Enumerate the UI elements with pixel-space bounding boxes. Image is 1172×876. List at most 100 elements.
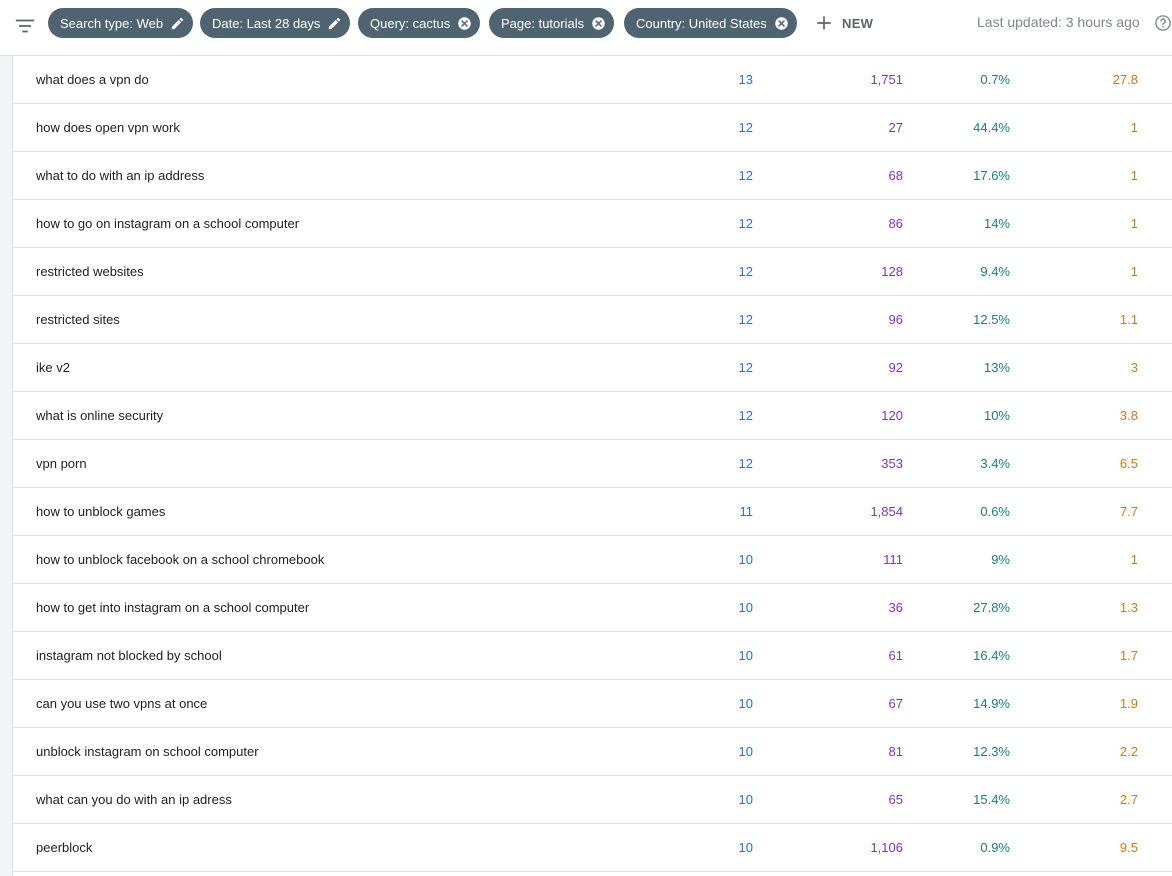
- clicks-cell: 12: [738, 264, 753, 279]
- ctr-cell: 27.8%: [973, 600, 1010, 615]
- position-cell: 1.3: [1119, 600, 1138, 615]
- impressions-cell: 128: [881, 264, 903, 279]
- ctr-cell: 16.4%: [973, 648, 1010, 663]
- filter-chip-label: Country: United States: [636, 15, 767, 31]
- query-cell: how does open vpn work: [36, 120, 180, 135]
- position-cell: 6.5: [1119, 456, 1138, 471]
- impressions-cell: 1,106: [870, 840, 903, 855]
- table-row[interactable]: can you use two vpns at once 10 67 14.9% 1.9: [13, 680, 1172, 728]
- table-row[interactable]: restricted websites 12 128 9.4% 1: [13, 248, 1172, 296]
- clicks-cell: 11: [739, 504, 754, 519]
- clicks-cell: 12: [738, 360, 753, 375]
- position-cell: 1: [1130, 216, 1138, 231]
- ctr-cell: 3.4%: [980, 456, 1010, 471]
- ctr-cell: 12.5%: [973, 312, 1010, 327]
- impressions-cell: 111: [883, 552, 903, 567]
- clicks-cell: 12: [738, 120, 753, 135]
- query-cell: restricted websites: [36, 264, 144, 279]
- impressions-cell: 1,751: [870, 72, 903, 87]
- position-cell: 1: [1130, 120, 1138, 135]
- table-row[interactable]: how to get into instagram on a school co…: [13, 584, 1172, 632]
- impressions-cell: 353: [881, 456, 903, 471]
- filter-chip-search-type[interactable]: Search type: Web: [48, 8, 194, 38]
- position-cell: 3.8: [1119, 408, 1138, 423]
- table-row[interactable]: unblock instagram on school computer 10 81…: [13, 728, 1172, 776]
- table-row[interactable]: ike v2 12 92 13% 3: [13, 344, 1172, 392]
- new-filter-button[interactable]: NEW: [814, 11, 873, 35]
- clicks-cell: 10: [738, 600, 753, 615]
- impressions-cell: 67: [888, 696, 903, 711]
- position-cell: 3: [1130, 360, 1138, 375]
- last-updated-text: Last updated: 3 hours ago: [977, 14, 1140, 30]
- filter-bar: Search type: Web Date: Last 28 days Quer…: [0, 0, 1172, 56]
- position-cell: 9.5: [1119, 840, 1138, 855]
- impressions-cell: 68: [888, 168, 903, 183]
- filter-icon[interactable]: [14, 15, 36, 37]
- clicks-cell: 10: [738, 840, 753, 855]
- query-cell: can you use two vpns at once: [36, 696, 208, 711]
- filter-chip-label: Date: Last 28 days: [212, 15, 321, 31]
- ctr-cell: 10%: [983, 408, 1010, 423]
- pencil-icon[interactable]: [170, 16, 185, 31]
- help-icon[interactable]: [1154, 14, 1172, 32]
- query-cell: peerblock: [36, 840, 93, 855]
- clicks-cell: 10: [738, 648, 753, 663]
- query-cell: what can you do with an ip adress: [36, 792, 232, 807]
- position-cell: 1: [1130, 552, 1138, 567]
- impressions-cell: 81: [888, 744, 903, 759]
- table-row[interactable]: how to unblock facebook on a school chro…: [13, 536, 1172, 584]
- table-row[interactable]: vpn porn 12 353 3.4% 6.5: [13, 440, 1172, 488]
- position-cell: 1.1: [1119, 312, 1138, 327]
- impressions-cell: 86: [888, 216, 903, 231]
- new-filter-label: NEW: [842, 15, 874, 31]
- close-circle-icon[interactable]: [774, 16, 789, 31]
- clicks-cell: 10: [738, 696, 753, 711]
- position-cell: 1: [1130, 264, 1138, 279]
- query-cell: restricted sites: [36, 312, 120, 327]
- clicks-cell: 10: [738, 792, 753, 807]
- table-row[interactable]: peerblock 10 1,106 0.9% 9.5: [13, 824, 1172, 872]
- ctr-cell: 0.7%: [980, 72, 1010, 87]
- impressions-cell: 36: [888, 600, 903, 615]
- clicks-cell: 12: [738, 456, 753, 471]
- ctr-cell: 13%: [983, 360, 1010, 375]
- filter-chip-date[interactable]: Date: Last 28 days: [200, 8, 351, 38]
- table-row[interactable]: how to go on instagram on a school compu…: [13, 200, 1172, 248]
- ctr-cell: 15.4%: [973, 792, 1010, 807]
- filter-chip-country[interactable]: Country: United States: [624, 8, 797, 38]
- table-row[interactable]: how does open vpn work 12 27 44.4% 1: [13, 104, 1172, 152]
- table-row[interactable]: what is online security 12 120 10% 3.8: [13, 392, 1172, 440]
- table-row[interactable]: what does a vpn do 13 1,751 0.7% 27.8: [13, 56, 1172, 104]
- clicks-cell: 12: [738, 312, 753, 327]
- position-cell: 1.9: [1119, 696, 1138, 711]
- clicks-cell: 12: [738, 168, 753, 183]
- query-cell: how to unblock games: [36, 504, 166, 519]
- impressions-cell: 120: [881, 408, 903, 423]
- table-row[interactable]: instagram not blocked by school 10 61 16.4%…: [13, 632, 1172, 680]
- position-cell: 27.8: [1112, 72, 1138, 87]
- position-cell: 1.7: [1119, 648, 1138, 663]
- table-row[interactable]: restricted sites 12 96 12.5% 1.1: [13, 296, 1172, 344]
- clicks-cell: 10: [738, 744, 753, 759]
- table-row[interactable]: how to unblock games 11 1,854 0.6% 7.7: [13, 488, 1172, 536]
- close-circle-icon[interactable]: [457, 16, 472, 31]
- plus-icon: [817, 16, 831, 30]
- impressions-cell: 1,854: [870, 504, 903, 519]
- clicks-cell: 10: [738, 552, 753, 567]
- table-row[interactable]: what can you do with an ip adress 10 65 15.…: [13, 776, 1172, 824]
- table-row[interactable]: what to do with an ip address 12 68 17.6% 1: [13, 152, 1172, 200]
- position-cell: 2.2: [1119, 744, 1138, 759]
- impressions-cell: 96: [888, 312, 903, 327]
- ctr-cell: 17.6%: [973, 168, 1010, 183]
- query-cell: what does a vpn do: [36, 72, 149, 87]
- impressions-cell: 27: [888, 120, 903, 135]
- filter-chip-label: Search type: Web: [60, 15, 164, 31]
- pencil-icon[interactable]: [327, 16, 342, 31]
- close-circle-icon[interactable]: [591, 16, 606, 31]
- clicks-cell: 13: [738, 72, 753, 87]
- query-cell: vpn porn: [36, 456, 87, 471]
- clicks-cell: 12: [738, 216, 753, 231]
- filter-chip-query[interactable]: Query: cactus: [358, 8, 481, 38]
- filter-chip-label: Query: cactus: [370, 15, 451, 31]
- filter-chip-page[interactable]: Page: tutorials: [489, 8, 615, 38]
